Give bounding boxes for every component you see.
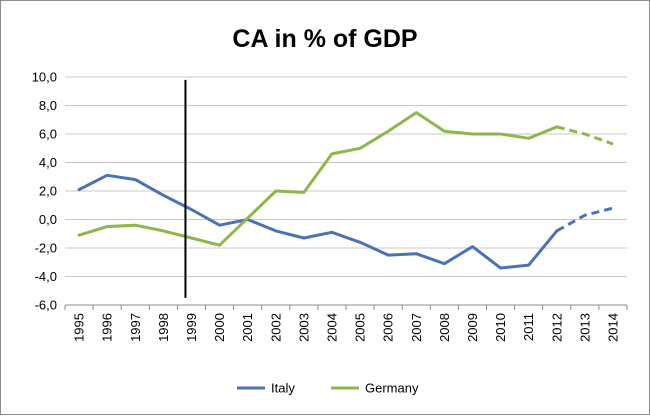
x-tick-label: 2006: [381, 313, 396, 342]
x-tick-label: 1999: [184, 313, 199, 342]
y-tick-label: 4,0: [39, 155, 57, 170]
x-tick-label: 2003: [296, 313, 311, 342]
y-tick-label: -2,0: [35, 241, 57, 256]
x-tick-label: 2004: [324, 313, 339, 342]
chart-title: CA in % of GDP: [232, 25, 417, 53]
x-tick-label: 2007: [409, 313, 424, 342]
x-tick-label: 1997: [128, 313, 143, 342]
x-tick-label: 1995: [72, 313, 87, 342]
x-tick-label: 2009: [465, 313, 480, 342]
y-tick-label: 0,0: [39, 212, 57, 227]
x-tick-label: 2008: [437, 313, 452, 342]
y-tick-label: 8,0: [39, 98, 57, 113]
x-tick-label: 1998: [156, 313, 171, 342]
gridlines: [65, 76, 627, 306]
x-tick-label: 2001: [240, 313, 255, 342]
x-tick-label: 2010: [493, 313, 508, 342]
x-tick-label: 2005: [353, 313, 368, 342]
legend-label-germany: Germany: [365, 381, 419, 396]
x-tick-label: 1996: [100, 313, 115, 342]
x-tick-label: 2014: [605, 313, 620, 342]
y-tick-label: 2,0: [39, 184, 57, 199]
x-tick-label: 2013: [577, 313, 592, 342]
series-line-germany: [77, 111, 559, 247]
y-tick-label: -4,0: [35, 269, 57, 284]
y-tick-label: 6,0: [39, 127, 57, 142]
legend-label-italy: Italy: [271, 381, 295, 396]
y-tick-label: 10,0: [32, 70, 57, 85]
x-tick-label: 2012: [549, 313, 564, 342]
x-tick-label: 2000: [212, 313, 227, 342]
series-forecast-germany: [556, 125, 614, 146]
x-tick-label: 2011: [521, 313, 536, 341]
y-axis: -6,0 -4,0 -2,0 0,0 2,0 4,0 6,0 8,0 10,0: [32, 70, 57, 313]
series-lines: [77, 111, 614, 270]
series-forecast-italy: [556, 206, 614, 233]
x-axis: 1995 1996 1997 1998 1999 2000 2001 2002 2003 2004…: [64, 304, 628, 342]
y-tick-label: -6,0: [35, 298, 57, 313]
legend: Italy Germany: [237, 381, 419, 396]
series-line-italy: [77, 173, 559, 270]
x-tick-label: 2002: [268, 313, 283, 342]
